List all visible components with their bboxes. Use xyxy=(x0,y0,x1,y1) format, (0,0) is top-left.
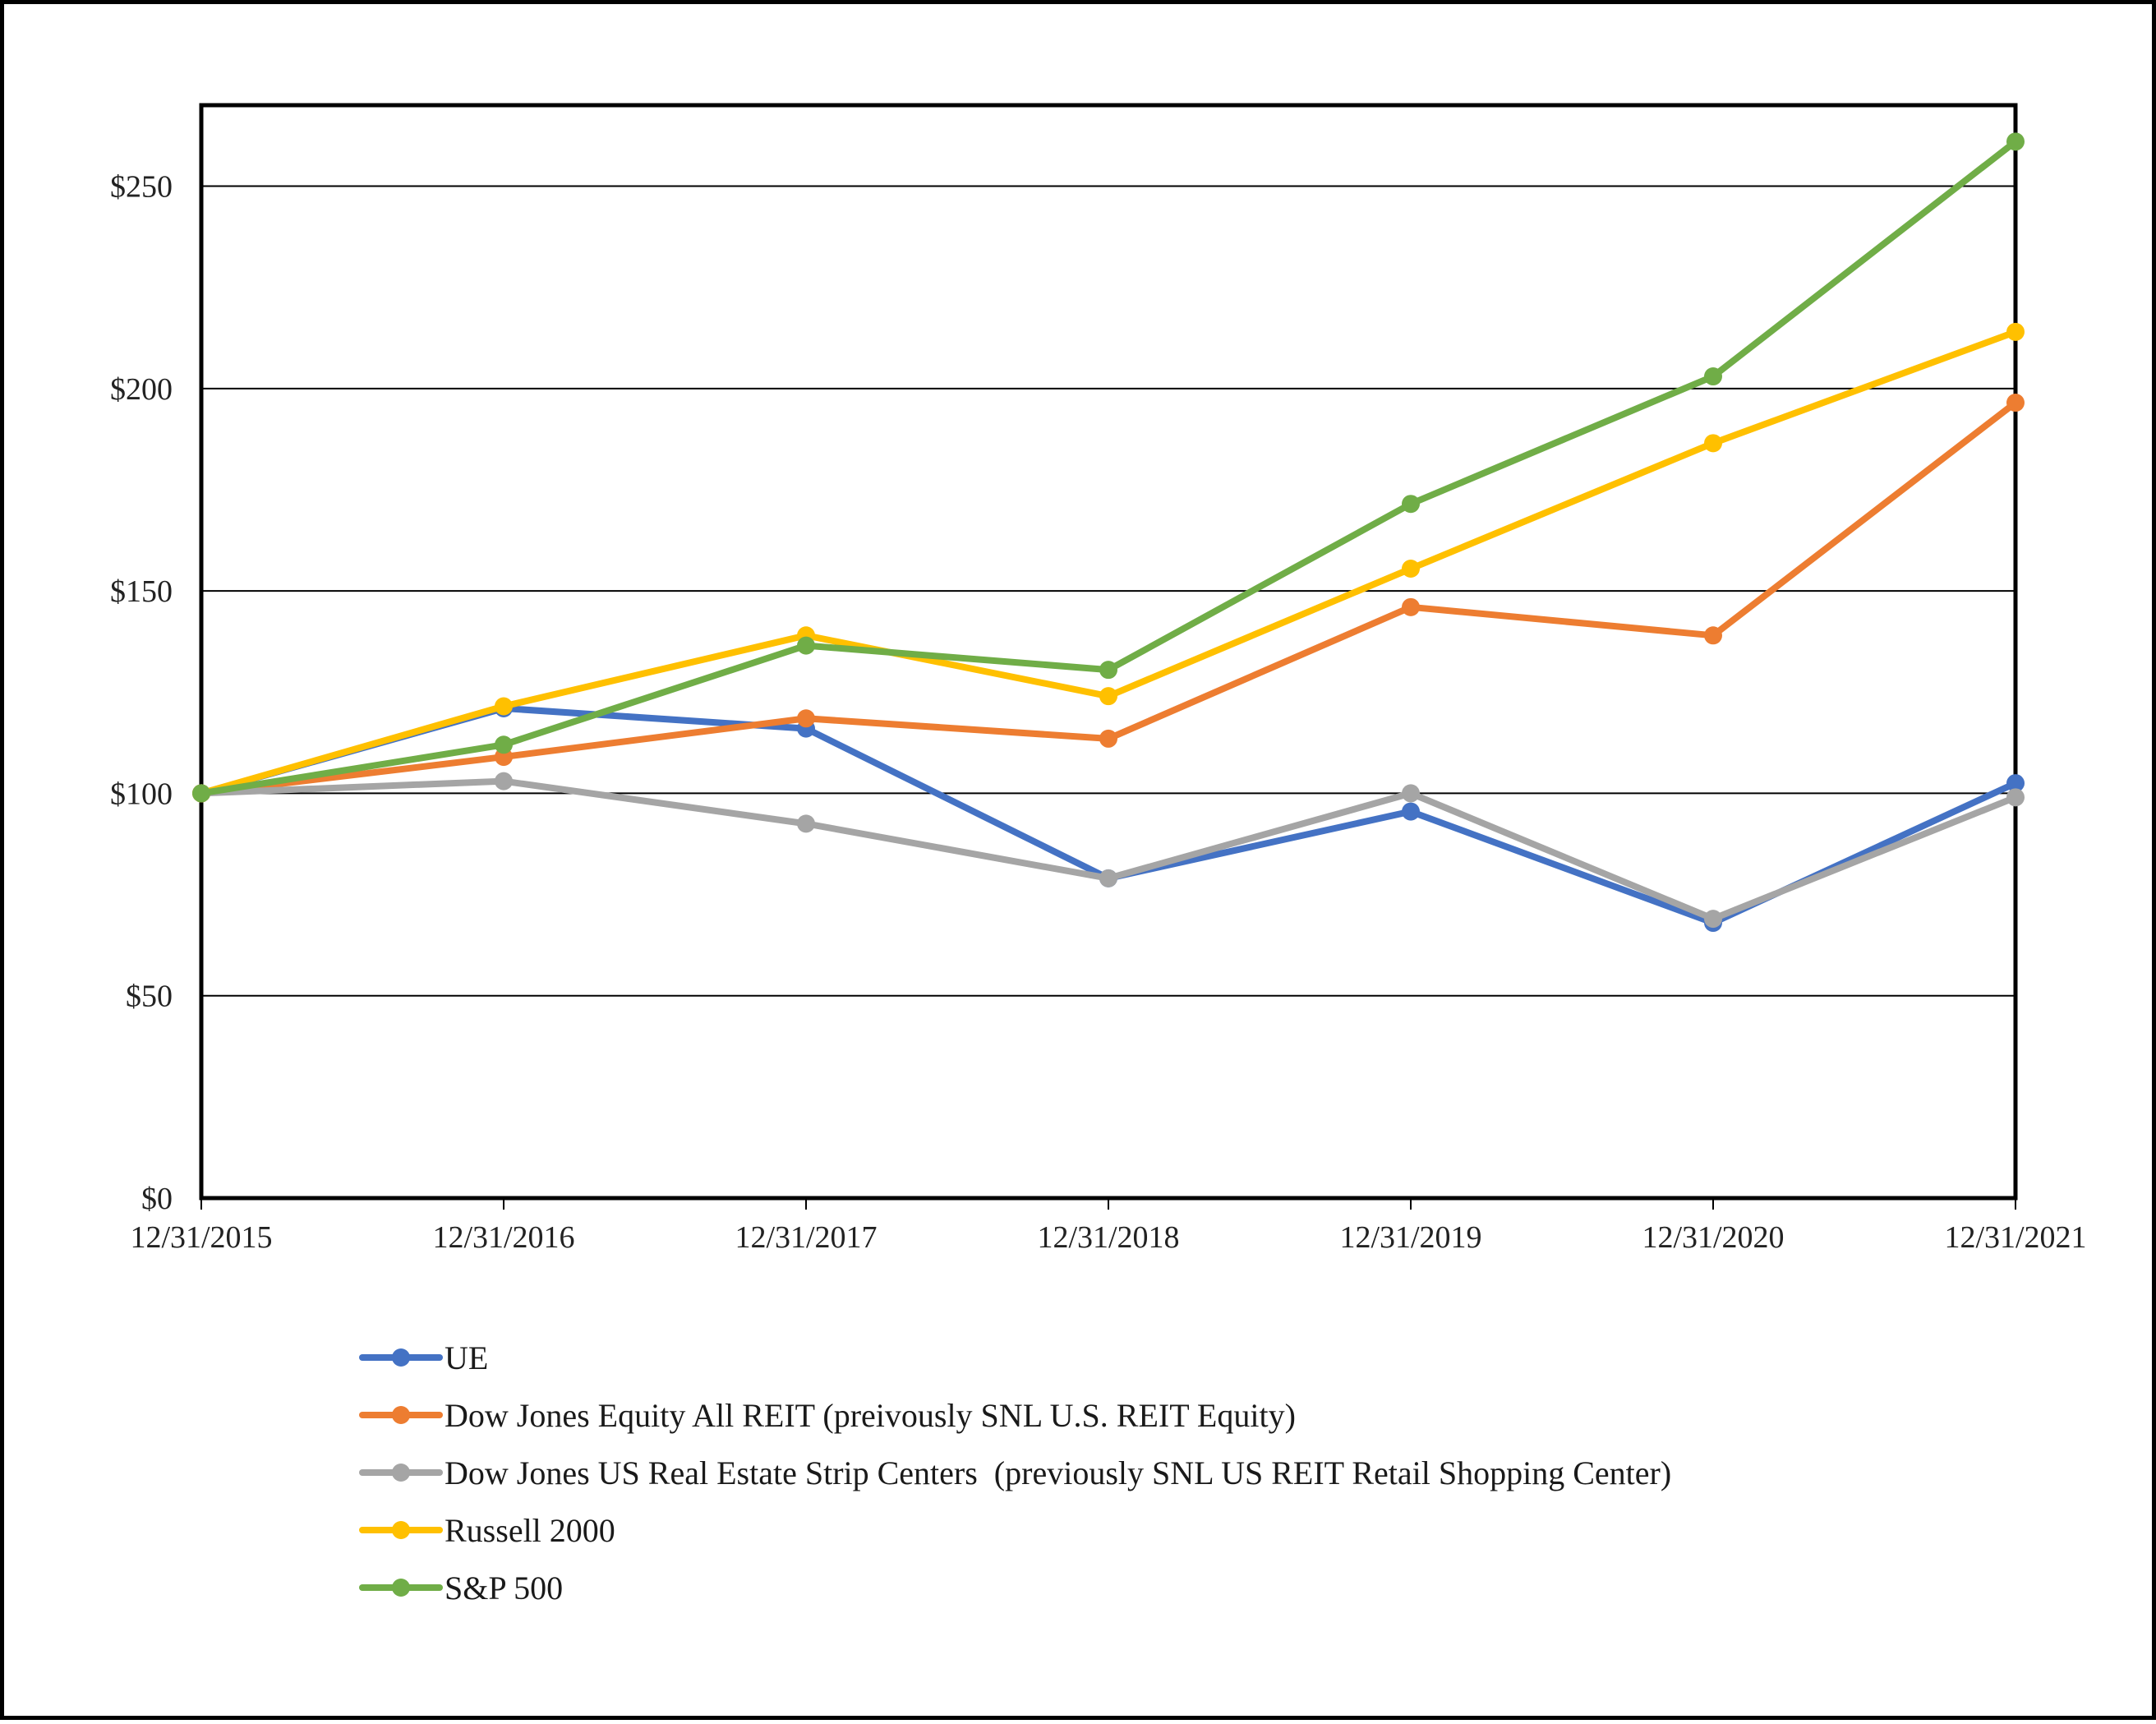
data-point xyxy=(1402,784,1420,803)
data-point xyxy=(1402,495,1420,514)
legend-item: UE xyxy=(359,1339,488,1376)
legend-marker xyxy=(392,1521,410,1539)
legend-label: UE xyxy=(445,1339,488,1376)
series-1 xyxy=(192,394,2025,803)
legend-marker xyxy=(392,1464,410,1482)
data-point xyxy=(1402,560,1420,579)
data-point xyxy=(797,709,815,728)
y-tick-label: $50 xyxy=(126,980,173,1014)
legend-marker xyxy=(392,1579,410,1597)
legend-marker xyxy=(392,1348,410,1367)
data-point xyxy=(1704,367,1722,386)
line-chart: $0 $50 $100 $150 $200 $250 12/31/2015 12/31/201… xyxy=(110,103,2087,1606)
legend-item: Dow Jones Equity All REIT (preivously SN… xyxy=(359,1397,1296,1434)
data-point xyxy=(2006,394,2025,413)
x-tick-label: 12/31/2021 xyxy=(1944,1220,2086,1255)
y-tick-label: $100 xyxy=(110,777,173,811)
data-point xyxy=(1704,910,1722,929)
data-point xyxy=(192,784,210,803)
legend-marker xyxy=(392,1406,410,1424)
legend-item: Dow Jones US Real Estate Strip Centers (… xyxy=(359,1454,1671,1491)
y-tick-label: $0 xyxy=(141,1182,173,1216)
legend-item: Russell 2000 xyxy=(359,1512,615,1549)
data-point xyxy=(2006,132,2025,151)
data-point xyxy=(1402,802,1420,821)
x-tick-label: 12/31/2019 xyxy=(1339,1220,1481,1255)
series-2 xyxy=(192,772,2025,929)
legend-label: Dow Jones US Real Estate Strip Centers (… xyxy=(445,1454,1671,1491)
data-point xyxy=(2006,322,2025,341)
data-point xyxy=(797,636,815,655)
data-point xyxy=(1099,661,1117,680)
data-point xyxy=(1704,626,1722,645)
plot-border xyxy=(199,103,2018,1201)
legend-item: S&P 500 xyxy=(359,1570,563,1606)
axes: $0 $50 $100 $150 $200 $250 12/31/2015 12/31/201… xyxy=(110,103,2087,1255)
y-tick-label: $150 xyxy=(110,574,173,609)
data-point xyxy=(1099,869,1117,887)
series-4 xyxy=(192,132,2025,803)
series-lines xyxy=(192,132,2025,933)
data-point xyxy=(797,814,815,833)
legend-label: Dow Jones Equity All REIT (preivously SN… xyxy=(445,1397,1296,1434)
series-line xyxy=(198,328,2019,797)
data-point xyxy=(1099,729,1117,748)
data-point xyxy=(2006,788,2025,807)
data-point xyxy=(2006,774,2025,793)
y-tick-label: $200 xyxy=(110,372,173,407)
legend: UE Dow Jones Equity All REIT (preivously … xyxy=(359,1339,1671,1606)
gridlines xyxy=(201,185,2015,997)
legend-label: Russell 2000 xyxy=(445,1512,615,1549)
data-point xyxy=(1099,687,1117,706)
y-tick-label: $250 xyxy=(110,170,173,205)
data-point xyxy=(1402,597,1420,616)
x-tick-label: 12/31/2017 xyxy=(735,1220,877,1255)
x-tick-label: 12/31/2016 xyxy=(432,1220,574,1255)
data-point xyxy=(495,697,513,716)
data-point xyxy=(1704,434,1722,453)
data-point xyxy=(495,772,513,791)
x-tick-label: 12/31/2020 xyxy=(1642,1220,1784,1255)
legend-label: S&P 500 xyxy=(445,1570,563,1606)
x-tick-label: 12/31/2015 xyxy=(130,1220,272,1255)
data-point xyxy=(495,735,513,754)
series-line xyxy=(198,777,2019,923)
x-tick-label: 12/31/2018 xyxy=(1037,1220,1179,1255)
